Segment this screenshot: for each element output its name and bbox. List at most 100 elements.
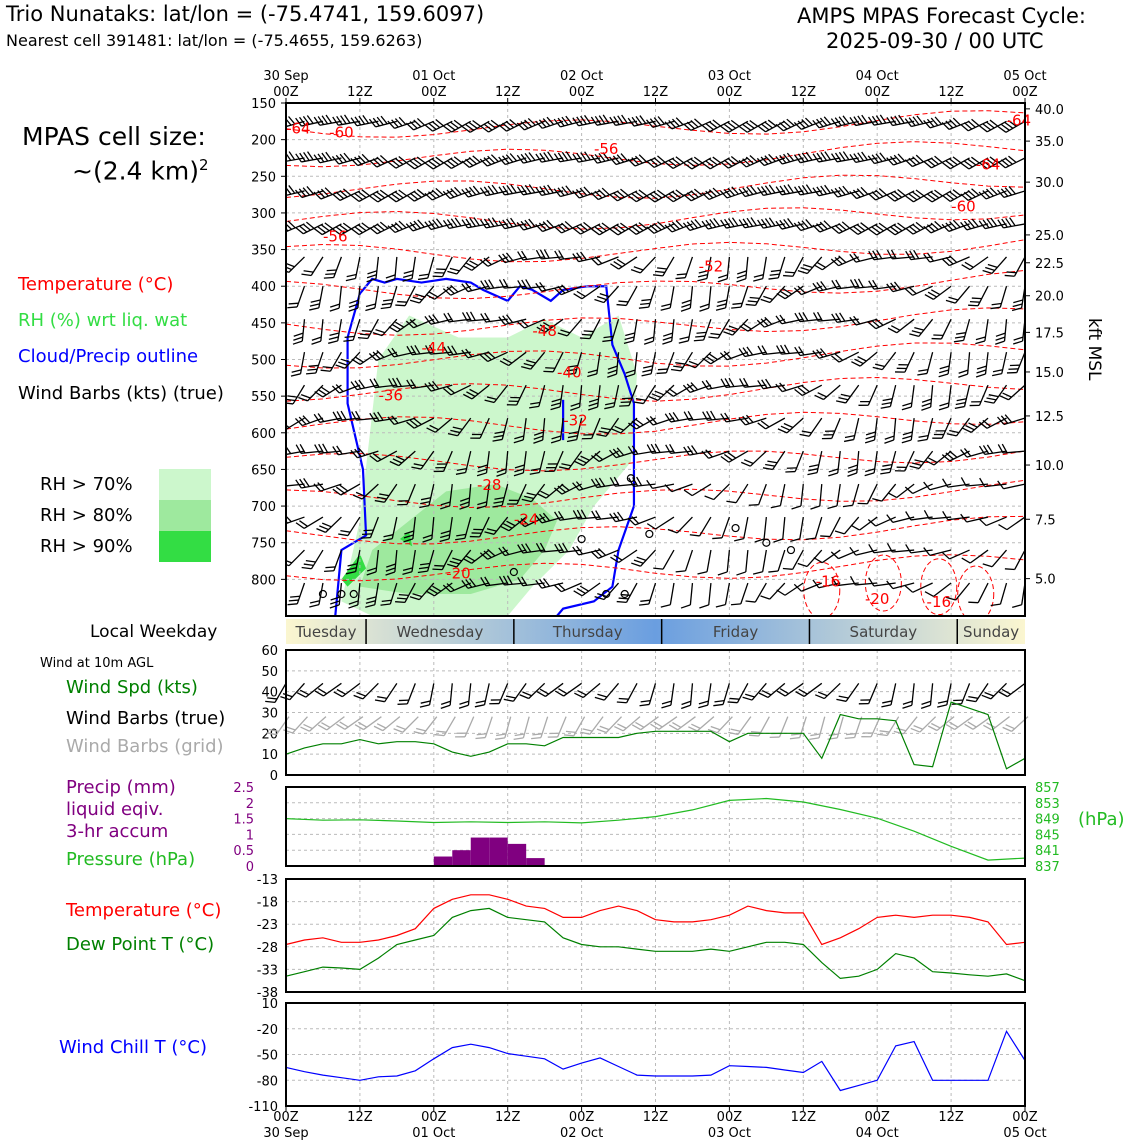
barb-flag	[942, 162, 951, 170]
wind-barb	[768, 549, 786, 573]
wind-barb	[498, 575, 527, 586]
barb-flag	[757, 380, 764, 390]
barb-flag	[927, 725, 938, 732]
barb-flag	[422, 538, 433, 543]
barb-flag	[510, 396, 521, 399]
wind10-grid-barb	[668, 716, 696, 731]
barb-flag	[355, 491, 366, 497]
barb-staff	[859, 516, 878, 531]
wind-barb	[867, 187, 896, 201]
barb-flag	[406, 345, 413, 356]
wind-barb	[730, 582, 749, 606]
wind-barb	[633, 384, 657, 405]
barb-flag	[816, 311, 823, 322]
barb-flag	[428, 381, 436, 391]
barb-flag	[396, 725, 406, 731]
barb-flag	[532, 733, 543, 736]
barb-flag	[847, 468, 858, 473]
barb-flag	[296, 692, 307, 698]
wind10-true-barb	[727, 683, 749, 704]
barb-flag	[835, 313, 842, 323]
barb-flag	[572, 546, 580, 556]
barb-flag	[380, 115, 388, 125]
barb-flag	[824, 430, 835, 432]
wind-barb	[991, 352, 1008, 377]
barb-flag	[741, 461, 751, 467]
barb-flag	[377, 696, 388, 699]
wind-barb	[332, 114, 361, 126]
barb-flag	[612, 155, 621, 164]
barb-flag	[941, 551, 950, 560]
barb-flag	[719, 352, 728, 361]
barb-flag	[732, 302, 743, 305]
barb-flag	[949, 721, 959, 728]
barb-flag	[287, 395, 298, 398]
barb-flag	[657, 368, 668, 371]
barb-flag	[450, 121, 459, 129]
wind-panel-frame	[285, 649, 1026, 776]
barb-flag	[640, 302, 651, 306]
barb-flag	[872, 497, 882, 502]
barb-flag	[403, 270, 414, 275]
wind-barb	[701, 187, 730, 201]
wind-barb	[720, 155, 749, 169]
barb-flag	[496, 472, 506, 477]
barb-flag	[602, 152, 610, 161]
barb-flag	[710, 410, 717, 420]
barb-flag	[612, 192, 622, 200]
barb-flag	[465, 187, 473, 197]
barb-flag	[596, 728, 607, 734]
wind-barb	[492, 417, 509, 442]
barb-flag	[303, 723, 313, 730]
wind-barb	[368, 350, 398, 361]
barb-flag	[805, 184, 813, 194]
barb-flag	[524, 219, 532, 229]
barb-flag	[816, 281, 824, 291]
wind-barb	[610, 256, 638, 270]
wind-barb	[646, 189, 675, 203]
barb-flag	[598, 430, 609, 434]
barb-flag	[409, 419, 419, 427]
barb-flag	[514, 464, 525, 469]
wind-barb	[894, 450, 915, 472]
barb-flag	[336, 723, 346, 730]
barb-flag	[385, 274, 396, 279]
barb-flag	[686, 160, 696, 168]
barb-flag	[398, 189, 408, 197]
barb-flag	[868, 280, 875, 290]
barb-flag	[794, 388, 803, 396]
wind-barb	[997, 119, 1025, 133]
barb-flag	[561, 222, 570, 231]
barb-flag	[978, 191, 987, 200]
wind-barb	[513, 451, 527, 477]
barb-flag	[278, 477, 283, 486]
wind-barb	[775, 184, 804, 196]
barb-flag	[884, 435, 895, 440]
barb-flag	[620, 401, 631, 404]
wind-barb	[905, 544, 933, 554]
wind-barb	[590, 548, 619, 559]
barb-flag	[580, 455, 590, 461]
wind-barb	[941, 450, 970, 462]
wind-barb	[812, 311, 841, 322]
wind-barb	[726, 483, 749, 504]
pressure-tick-label: 700	[251, 500, 276, 515]
wind-barb	[389, 450, 416, 467]
barb-flag	[730, 728, 741, 732]
barb-flag	[801, 220, 809, 229]
barb-flag	[521, 365, 531, 370]
barb-flag	[550, 402, 561, 407]
barb-flag	[710, 725, 721, 731]
barb-flag	[268, 728, 279, 733]
barb-flag	[867, 116, 875, 126]
calm-circle	[602, 589, 611, 599]
barb-flag	[599, 725, 610, 731]
barb-flag	[372, 225, 382, 233]
wind-barb	[701, 218, 730, 230]
barb-flag	[831, 355, 840, 363]
calm-circle	[577, 534, 586, 544]
barb-flag	[402, 567, 413, 572]
barb-flag	[332, 116, 339, 126]
barb-flag	[979, 477, 986, 487]
barb-flag	[864, 439, 875, 444]
